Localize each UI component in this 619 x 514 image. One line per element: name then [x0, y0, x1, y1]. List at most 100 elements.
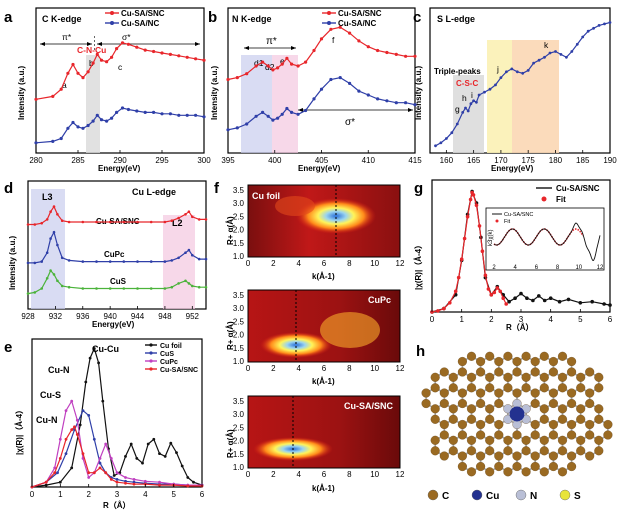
- heatmap-x-tick: 8: [347, 364, 352, 373]
- data-point-plot-d-2: [67, 285, 71, 289]
- atom: [539, 467, 549, 477]
- data-point-plot-d-0: [33, 223, 37, 226]
- data-point-plot-d-2: [33, 291, 37, 294]
- data-point-plot-g-0: [525, 296, 529, 301]
- data-point-plot-d-1: [33, 261, 37, 265]
- atom: [457, 419, 467, 430]
- data-point-plot-b-0: [329, 27, 333, 31]
- data-point-plot-g-1: [483, 273, 488, 278]
- data-point-plot-d-2: [95, 287, 98, 290]
- legend-label-h: C: [442, 491, 449, 502]
- cncu-label-a: C-N-Cu: [77, 45, 106, 55]
- data-point-plot-b-1: [413, 103, 417, 107]
- heatmap-frame-2: [247, 289, 401, 363]
- atom: [457, 430, 467, 440]
- data-point-plot-g-1: [465, 214, 470, 219]
- atom: [585, 451, 595, 461]
- data-point-plot-d-1: [67, 259, 71, 262]
- data-point-plot-d-1: [149, 260, 153, 263]
- atom: [530, 430, 540, 440]
- atom: [548, 356, 558, 367]
- atom: [476, 367, 486, 377]
- atom: [494, 367, 504, 377]
- data-point-plot-a-1: [168, 112, 172, 116]
- x-tick-label-plot-b: 395: [221, 156, 235, 165]
- data-point-plot-a-0: [120, 41, 125, 45]
- data-point-plot-g-1: [492, 290, 497, 295]
- atom: [494, 430, 504, 440]
- x-tick-label-plot-b: 410: [362, 156, 376, 165]
- data-point-plot-d-1: [81, 260, 85, 263]
- triple-peaks-band: [453, 75, 484, 153]
- data-point-plot-c-0: [455, 122, 459, 126]
- series-label-d3: CuS: [110, 277, 127, 286]
- peak-label-g: g: [455, 104, 460, 114]
- x-tick-label-plot-g: 1: [459, 315, 464, 324]
- plot-area-a: 280 285 290 295 300: [29, 41, 211, 165]
- data-point-plot-e-3: [73, 425, 76, 429]
- j-band: [487, 40, 512, 153]
- data-point-plot-a-1: [105, 119, 109, 123]
- data-point-plot-a-0: [81, 76, 85, 80]
- data-point-plot-d-0: [163, 220, 167, 224]
- heatmap-lobe-2: [320, 312, 380, 348]
- legend-swatch-h: [559, 489, 571, 501]
- atom: [576, 372, 586, 382]
- data-point-plot-e-3: [53, 471, 57, 475]
- ylabel-g: |χ(R)|（Å-4）: [413, 241, 423, 290]
- data-point-plot-e-2: [124, 476, 127, 479]
- x-tick-label-plot-g: 2: [489, 315, 494, 324]
- data-point-plot-g-1: [459, 257, 464, 262]
- atom: [539, 372, 549, 382]
- atom: [557, 467, 568, 477]
- data-point-plot-d-2: [45, 277, 49, 280]
- atom: [457, 398, 467, 409]
- data-point-plot-d-2: [40, 287, 43, 290]
- data-point-plot-e-0: [129, 442, 133, 446]
- data-point-plot-a-1: [143, 110, 147, 114]
- data-point-plot-b-1: [271, 118, 275, 122]
- data-point-plot-e-3: [64, 437, 68, 441]
- data-point-plot-d-0: [170, 219, 174, 222]
- data-point-plot-d-0: [136, 220, 139, 224]
- data-point-plot-b-0: [296, 64, 300, 68]
- data-point-plot-e-2: [58, 437, 62, 441]
- data-point-plot-b-0: [357, 39, 361, 43]
- data-point-plot-a-1: [86, 123, 90, 128]
- atom: [512, 451, 522, 461]
- heatmap-frame-1: [247, 184, 401, 258]
- data-point-plot-c-0: [554, 50, 557, 53]
- data-point-plot-b-0: [338, 25, 342, 29]
- data-point-plot-c-0: [464, 106, 467, 110]
- data-point-plot-b-0: [319, 37, 324, 41]
- series-line-plot-e-1: [31, 409, 202, 488]
- data-point-plot-e-0: [84, 380, 88, 384]
- data-point-plot-e-2: [115, 471, 119, 475]
- data-point-plot-b-1: [329, 77, 333, 82]
- heatmap-x-tick: 4: [296, 259, 301, 268]
- data-point-plot-d-1: [40, 260, 43, 263]
- data-point-plot-a-0: [135, 45, 139, 49]
- legend-label-b1: Cu-SA/SNC: [338, 9, 382, 18]
- atom: [476, 451, 486, 461]
- atom-legend: C Cu N S: [427, 489, 581, 502]
- panel-b: b N K-edge π* σ* d1 d2 e f Cu-SA/SNC Cu-…: [208, 7, 422, 173]
- data-point-plot-d-1: [52, 230, 56, 234]
- data-point-plot-c-0: [505, 70, 508, 74]
- atom: [430, 372, 440, 382]
- heatmap-y-tick: 3.0: [233, 199, 245, 208]
- peak-label-b: b: [89, 58, 94, 68]
- l2-label: L2: [172, 218, 183, 228]
- data-point-plot-d-0: [81, 220, 85, 224]
- ylabel-f3: R+ α(Å): [226, 429, 235, 458]
- x-tick-label-plot-g: 3: [519, 315, 524, 324]
- atom: [539, 414, 549, 424]
- data-point-plot-d-1: [191, 253, 194, 257]
- panel-label-b: b: [208, 9, 217, 26]
- data-point-plot-d-2: [204, 285, 208, 289]
- atom: [521, 372, 531, 382]
- data-point-plot-b-0: [366, 45, 370, 49]
- title-c: S L-edge: [437, 14, 475, 24]
